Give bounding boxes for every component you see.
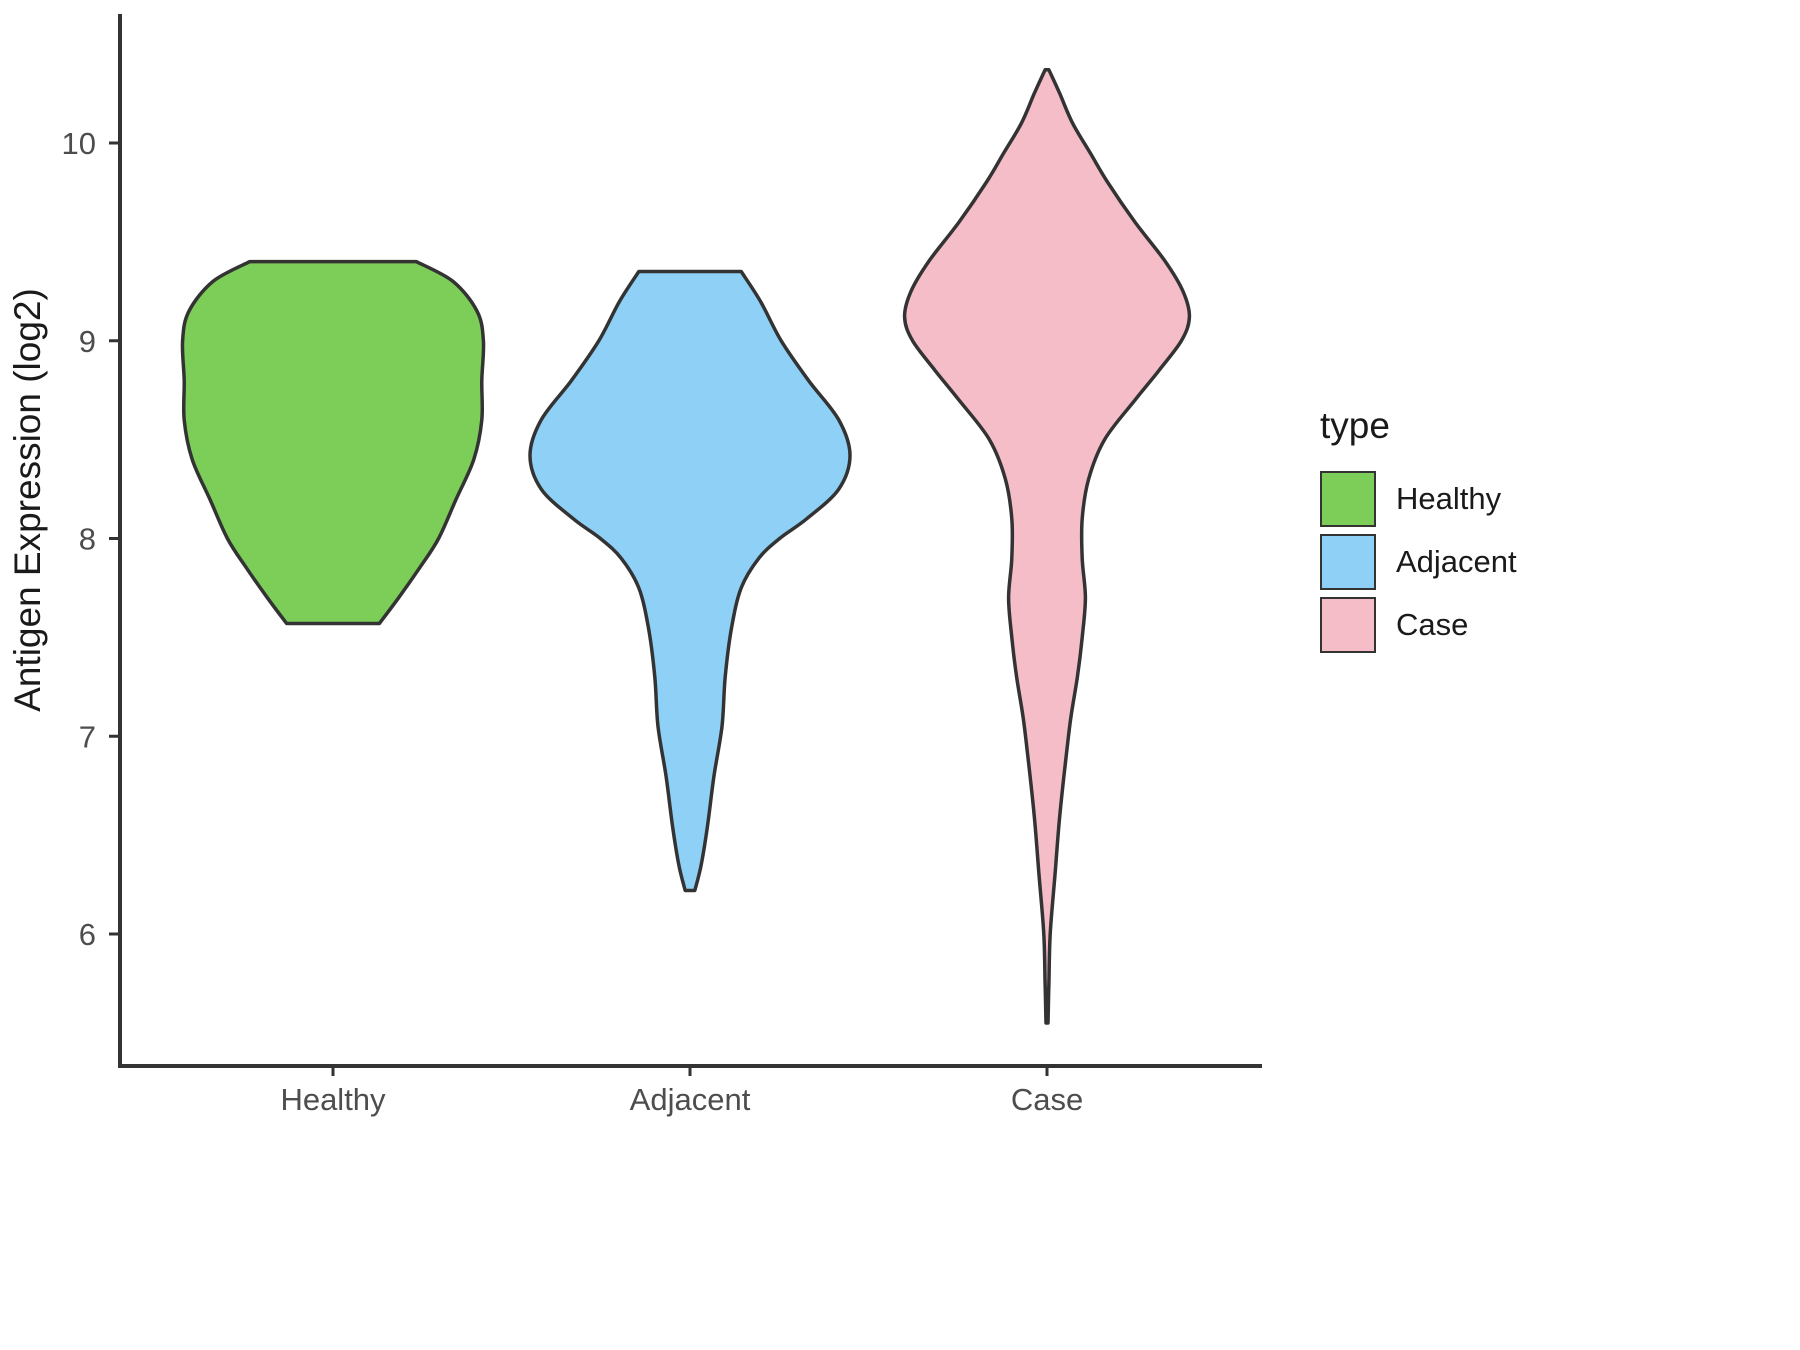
x-tick-label-adjacent: Adjacent — [630, 1082, 751, 1117]
axes-group: 6 7 8 9 10 Healthy Adjacent Case — [62, 14, 1262, 1117]
legend-title: type — [1320, 405, 1390, 446]
x-tick-label-case: Case — [1011, 1082, 1083, 1117]
violins-group — [180, 68, 1192, 1025]
x-tick-label-healthy: Healthy — [280, 1082, 386, 1117]
y-tick-label: 6 — [79, 917, 96, 952]
legend: type Healthy Adjacent Case — [1320, 405, 1517, 660]
violin-adjacent — [528, 269, 852, 893]
legend-swatch-case — [1320, 597, 1376, 653]
legend-item-label: Adjacent — [1396, 544, 1517, 579]
legend-item-healthy: Healthy — [1320, 471, 1517, 527]
violin-healthy — [180, 259, 486, 626]
legend-item-case: Case — [1320, 597, 1517, 653]
y-tick-label: 7 — [79, 719, 96, 754]
violin-case — [902, 68, 1192, 1025]
y-tick-label: 10 — [62, 126, 96, 161]
y-tick-label: 8 — [79, 522, 96, 557]
legend-item-label: Case — [1396, 607, 1469, 642]
legend-item-label: Healthy — [1396, 481, 1502, 516]
y-axis-title: Antigen Expression (log2) — [7, 288, 48, 712]
legend-item-adjacent: Adjacent — [1320, 534, 1517, 590]
legend-swatch-adjacent — [1320, 534, 1376, 590]
legend-items: Healthy Adjacent Case — [1320, 471, 1517, 653]
legend-swatch-healthy — [1320, 471, 1376, 527]
axis-lines — [118, 14, 1262, 1068]
y-tick-label: 9 — [79, 324, 96, 359]
